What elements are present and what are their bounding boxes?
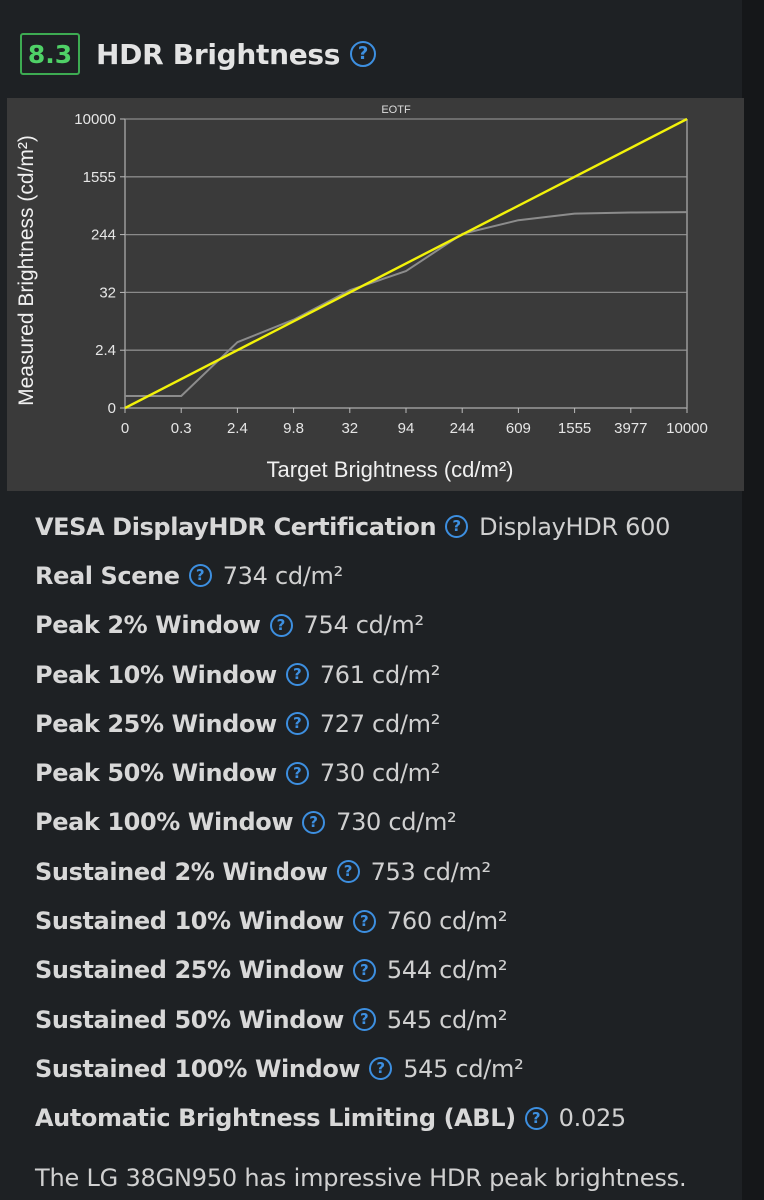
eotf-chart-svg: 0 2.4 32 244 1555 10000 0 0.3 2.4 9.8 32 94 244 609 15…: [15, 104, 708, 482]
help-icon[interactable]: ?: [188, 564, 212, 588]
help-icon[interactable]: ?: [350, 41, 377, 67]
x-tick-label: 244: [450, 420, 475, 437]
target-eotf-line: [124, 117, 688, 410]
measurement-value: 0.025: [558, 1104, 627, 1133]
x-tick-label: 9.8: [283, 420, 304, 437]
measurement-row: Peak 50% Window? 730 cd/m²: [35, 748, 735, 797]
score-badge: 8.3: [20, 33, 80, 75]
measurement-row: Automatic Brightness Limiting (ABL)? 0.02…: [35, 1094, 735, 1143]
x-tick-label: 94: [398, 420, 415, 437]
measurement-row: Sustained 25% Window? 544 cd/m²: [35, 946, 735, 995]
measurement-label: Peak 50% Window: [35, 759, 277, 788]
y-tick-label: 244: [91, 227, 116, 244]
y-tick-label: 1555: [83, 169, 116, 186]
measurement-value: 734 cd/m²: [222, 561, 344, 590]
measurement-row: Sustained 2% Window? 753 cd/m²: [35, 847, 735, 896]
x-tick-label: 0: [121, 420, 129, 437]
measurement-value: 545 cd/m²: [403, 1054, 524, 1083]
x-tick-label: 1555: [558, 420, 591, 437]
x-tick-label: 2.4: [227, 420, 248, 437]
measurement-row: Sustained 10% Window? 760 cd/m²: [35, 896, 735, 945]
help-icon[interactable]: ?: [302, 810, 326, 834]
x-axis-label: Target Brightness (cd/m²): [267, 457, 514, 482]
measurement-label: Sustained 50% Window: [35, 1005, 344, 1034]
measurement-value: 754 cd/m²: [303, 611, 425, 640]
section-header: 8.3 HDR Brightness ?: [20, 30, 377, 78]
measurement-label: Peak 10% Window: [35, 660, 277, 689]
measurement-value: 730 cd/m²: [336, 808, 457, 837]
measurement-label: Sustained 25% Window: [35, 956, 344, 985]
chart-title: EOTF: [381, 104, 411, 116]
help-icon[interactable]: ?: [352, 1008, 376, 1032]
measurement-row: Peak 100% Window? 730 cd/m²: [35, 798, 735, 847]
measurement-value: DisplayHDR 600: [479, 512, 671, 541]
measurement-row: Real Scene? 734 cd/m²: [35, 551, 735, 600]
measurement-label: Sustained 100% Window: [35, 1054, 361, 1083]
measurement-value: 761 cd/m²: [319, 660, 441, 689]
measurement-value: 544 cd/m²: [386, 956, 508, 985]
measurement-row: VESA DisplayHDR Certification? DisplayHDR…: [35, 502, 735, 551]
help-icon[interactable]: ?: [285, 663, 309, 687]
measurement-row: Sustained 100% Window? 545 cd/m²: [35, 1044, 735, 1093]
x-tick-label: 10000: [666, 420, 708, 437]
measurement-list: VESA DisplayHDR Certification? DisplayHDR…: [35, 502, 735, 1143]
help-icon[interactable]: ?: [445, 515, 469, 539]
help-icon[interactable]: ?: [285, 761, 309, 785]
measurement-row: Peak 2% Window? 754 cd/m²: [35, 601, 735, 650]
y-tick-label: 2.4: [95, 342, 116, 359]
x-tick-label: 32: [341, 420, 358, 437]
measured-eotf-line: [125, 211, 688, 397]
eotf-chart: 0 2.4 32 244 1555 10000 0 0.3 2.4 9.8 32 94 244 609 15…: [7, 98, 744, 491]
measurement-value: 753 cd/m²: [370, 857, 492, 886]
measurement-label: Peak 25% Window: [35, 709, 277, 738]
x-tick-label: 3977: [614, 420, 647, 437]
measurement-label: VESA DisplayHDR Certification: [35, 512, 437, 541]
help-icon[interactable]: ?: [269, 613, 293, 637]
help-icon[interactable]: ?: [524, 1106, 548, 1130]
help-icon[interactable]: ?: [352, 909, 376, 933]
measurement-label: Real Scene: [35, 561, 180, 590]
y-tick-label: 0: [108, 400, 116, 417]
measurement-row: Sustained 50% Window? 545 cd/m²: [35, 995, 735, 1044]
help-icon[interactable]: ?: [336, 860, 360, 884]
x-tick-label: 0.3: [171, 420, 192, 437]
measurement-value: 730 cd/m²: [319, 759, 441, 788]
help-icon[interactable]: ?: [285, 712, 309, 736]
y-axis-label: Measured Brightness (cd/m²): [15, 135, 38, 406]
help-icon[interactable]: ?: [369, 1057, 393, 1081]
measurement-value: 760 cd/m²: [386, 907, 508, 936]
measurement-label: Sustained 2% Window: [35, 857, 328, 886]
x-tick-label: 609: [506, 420, 531, 437]
section-title: HDR Brightness: [96, 37, 341, 71]
measurement-value: 727 cd/m²: [319, 709, 441, 738]
help-icon[interactable]: ?: [352, 958, 376, 982]
y-tick-label: 10000: [74, 111, 116, 128]
measurement-label: Automatic Brightness Limiting (ABL): [35, 1104, 516, 1133]
measurement-row: Peak 10% Window? 761 cd/m²: [35, 650, 735, 699]
measurement-value: 545 cd/m²: [386, 1005, 508, 1034]
measurement-row: Peak 25% Window? 727 cd/m²: [35, 699, 735, 748]
measurement-label: Peak 100% Window: [35, 808, 294, 837]
hdr-brightness-panel: 8.3 HDR Brightness ? 0 2.4 32 244 1555 10000 0…: [0, 0, 744, 1200]
measurement-label: Sustained 10% Window: [35, 907, 344, 936]
measurement-label: Peak 2% Window: [35, 611, 261, 640]
y-tick-label: 32: [99, 284, 116, 301]
description-text: The LG 38GN950 has impressive HDR peak b…: [35, 1164, 687, 1192]
